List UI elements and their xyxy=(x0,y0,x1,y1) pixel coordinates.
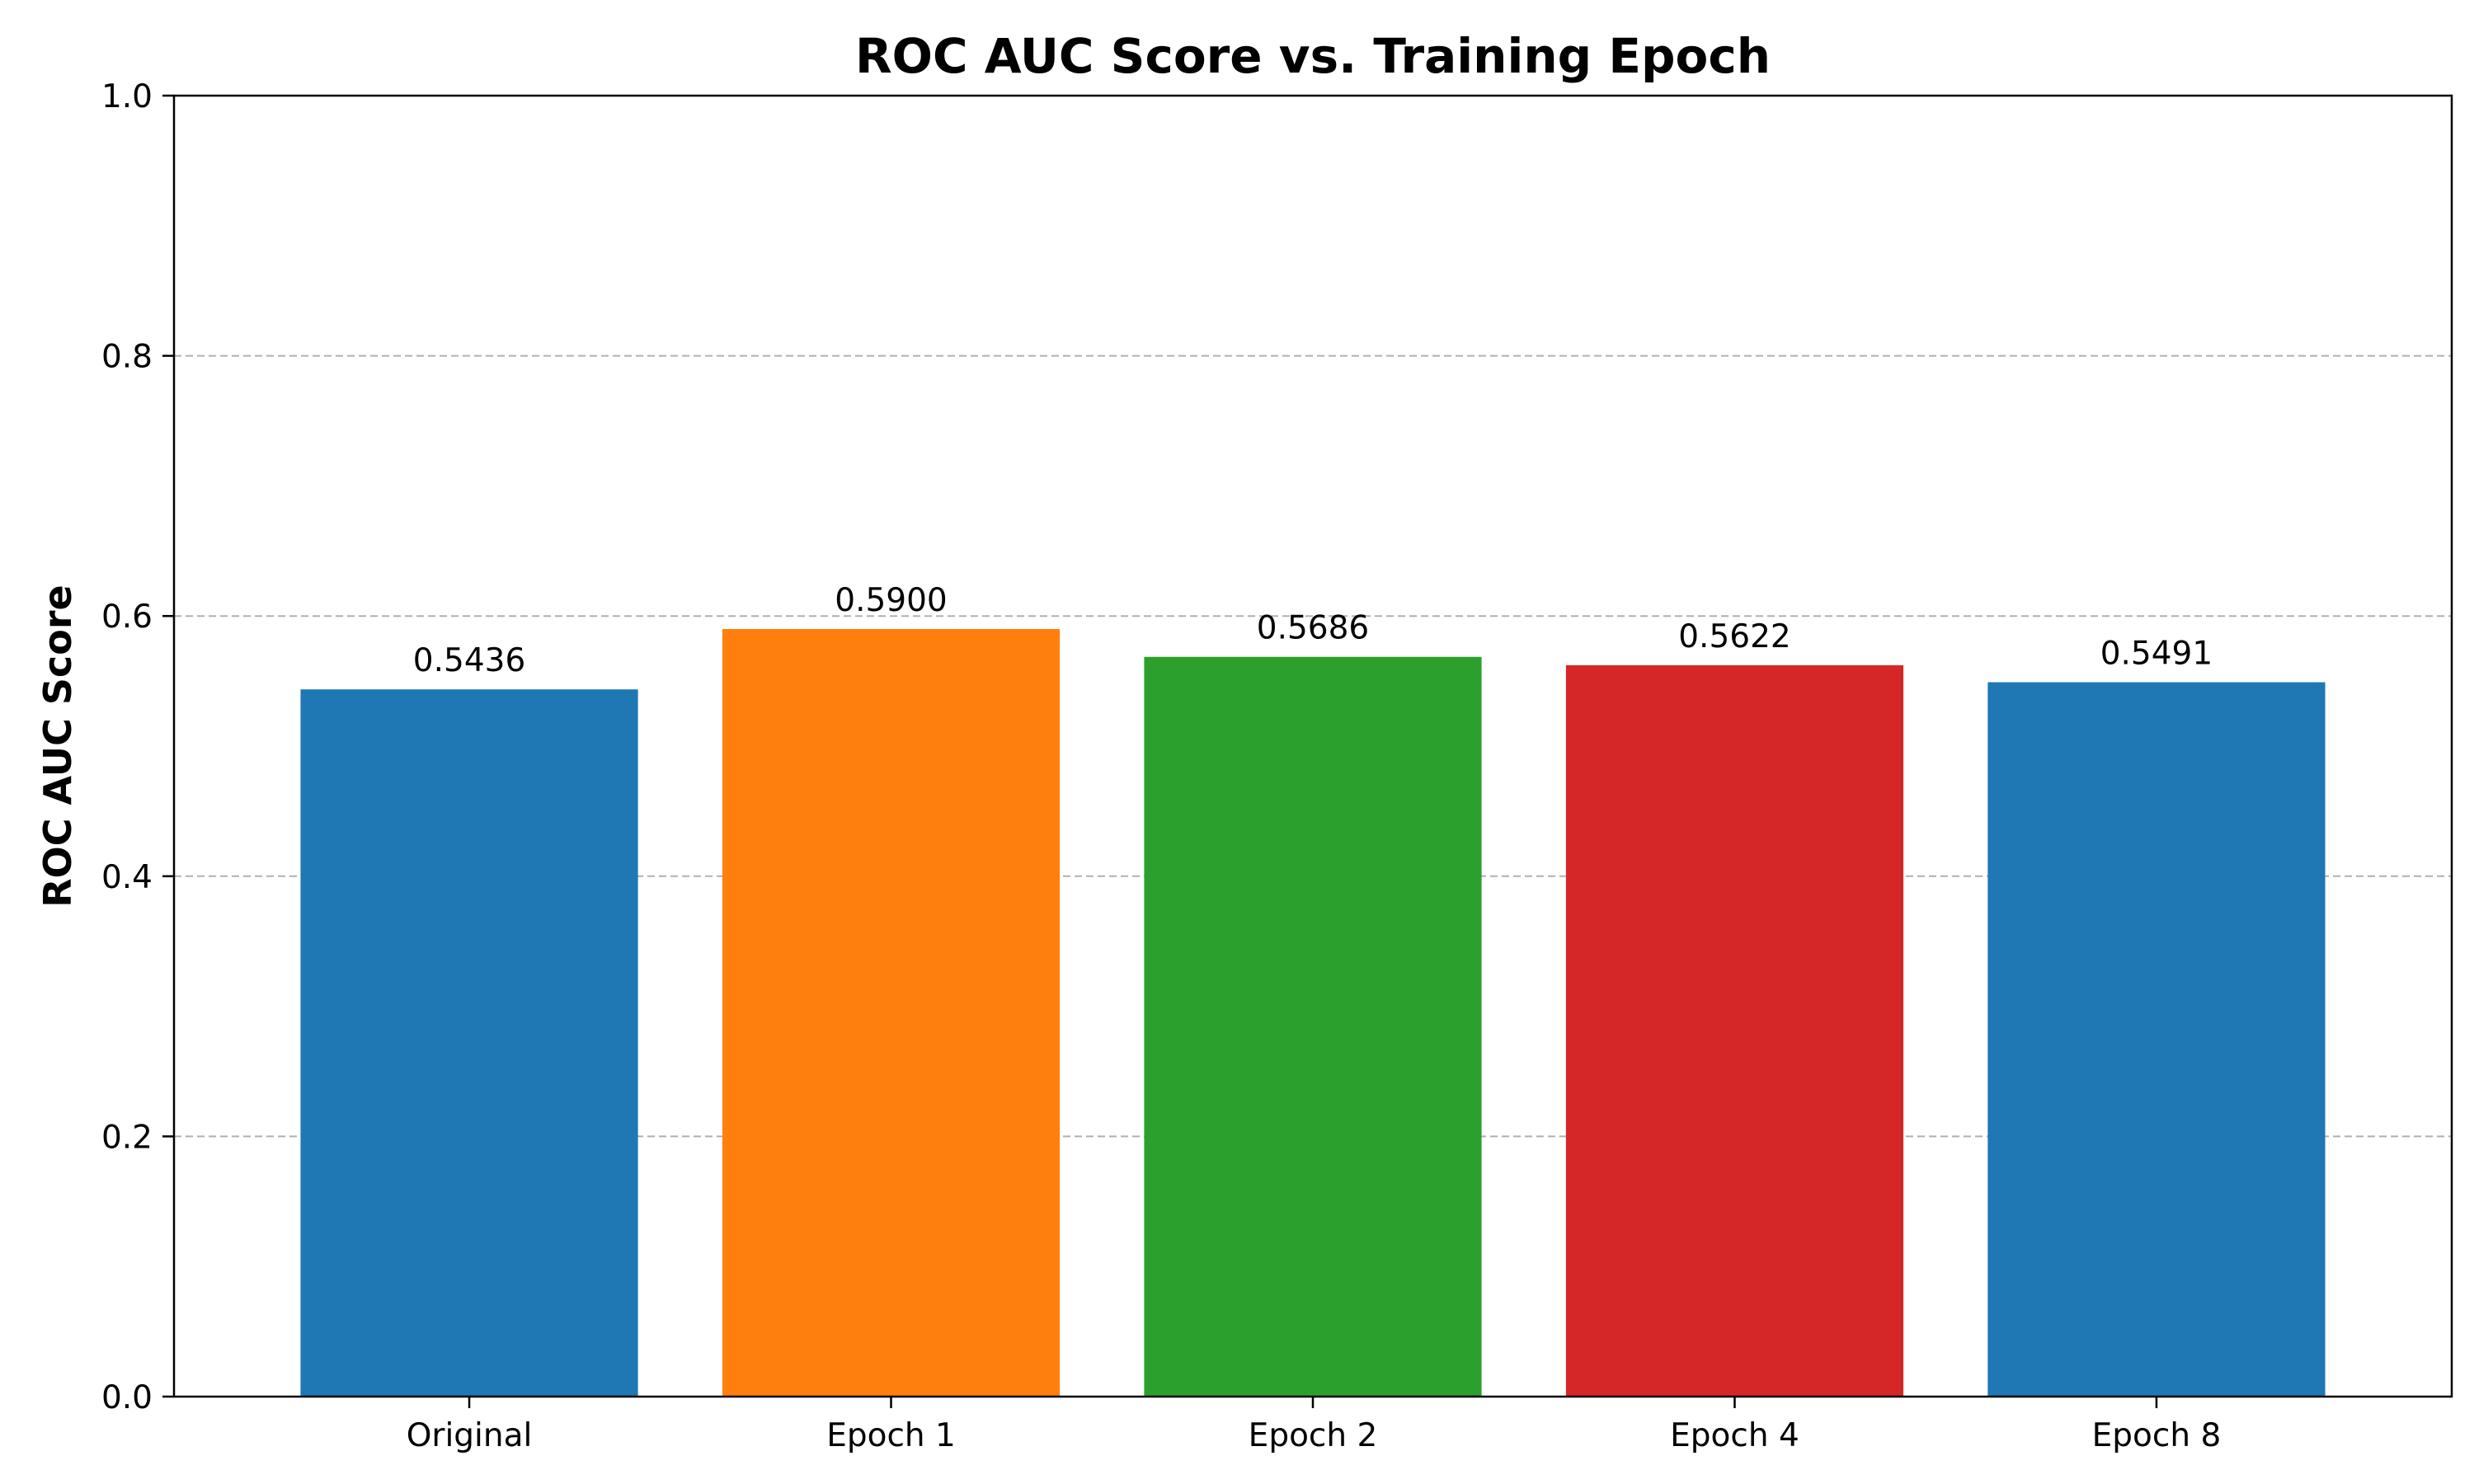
chart-title: ROC AUC Score vs. Training Epoch xyxy=(855,28,1771,84)
y-tick-label: 0.0 xyxy=(101,1379,153,1416)
bar-value-label: 0.5622 xyxy=(1678,618,1790,655)
bar-value-label: 0.5900 xyxy=(835,582,947,619)
y-tick-label: 0.2 xyxy=(101,1119,153,1156)
y-tick-label: 1.0 xyxy=(101,78,153,115)
bar-original xyxy=(300,689,638,1397)
bar-epoch-1 xyxy=(722,628,1061,1397)
x-tick-label: Epoch 1 xyxy=(826,1417,956,1454)
bar-epoch-8 xyxy=(1987,682,2326,1397)
y-tick-label: 0.4 xyxy=(101,859,153,896)
x-tick-label: Epoch 2 xyxy=(1249,1417,1378,1454)
bar-epoch-2 xyxy=(1144,656,1482,1397)
value-labels: 0.5436 0.5900 0.5686 0.5622 0.5491 xyxy=(413,582,2213,679)
bar-value-label: 0.5436 xyxy=(413,642,525,679)
x-tick-label: Epoch 8 xyxy=(2092,1417,2222,1454)
x-tick-label: Epoch 4 xyxy=(1670,1417,1799,1454)
bar-value-label: 0.5686 xyxy=(1257,610,1369,647)
bars xyxy=(300,628,2326,1397)
y-axis-label: ROC AUC Score xyxy=(35,585,80,908)
y-tick-label: 0.6 xyxy=(101,599,153,636)
bar-epoch-4 xyxy=(1565,665,1904,1397)
bar-value-label: 0.5491 xyxy=(2100,636,2213,673)
y-tick-label: 0.8 xyxy=(101,339,153,376)
x-tick-label: Original xyxy=(407,1417,533,1454)
x-ticks: Original Epoch 1 Epoch 2 Epoch 4 Epoch 8 xyxy=(407,1397,2222,1454)
y-ticks: 0.0 0.2 0.4 0.6 0.8 1.0 xyxy=(101,78,174,1416)
